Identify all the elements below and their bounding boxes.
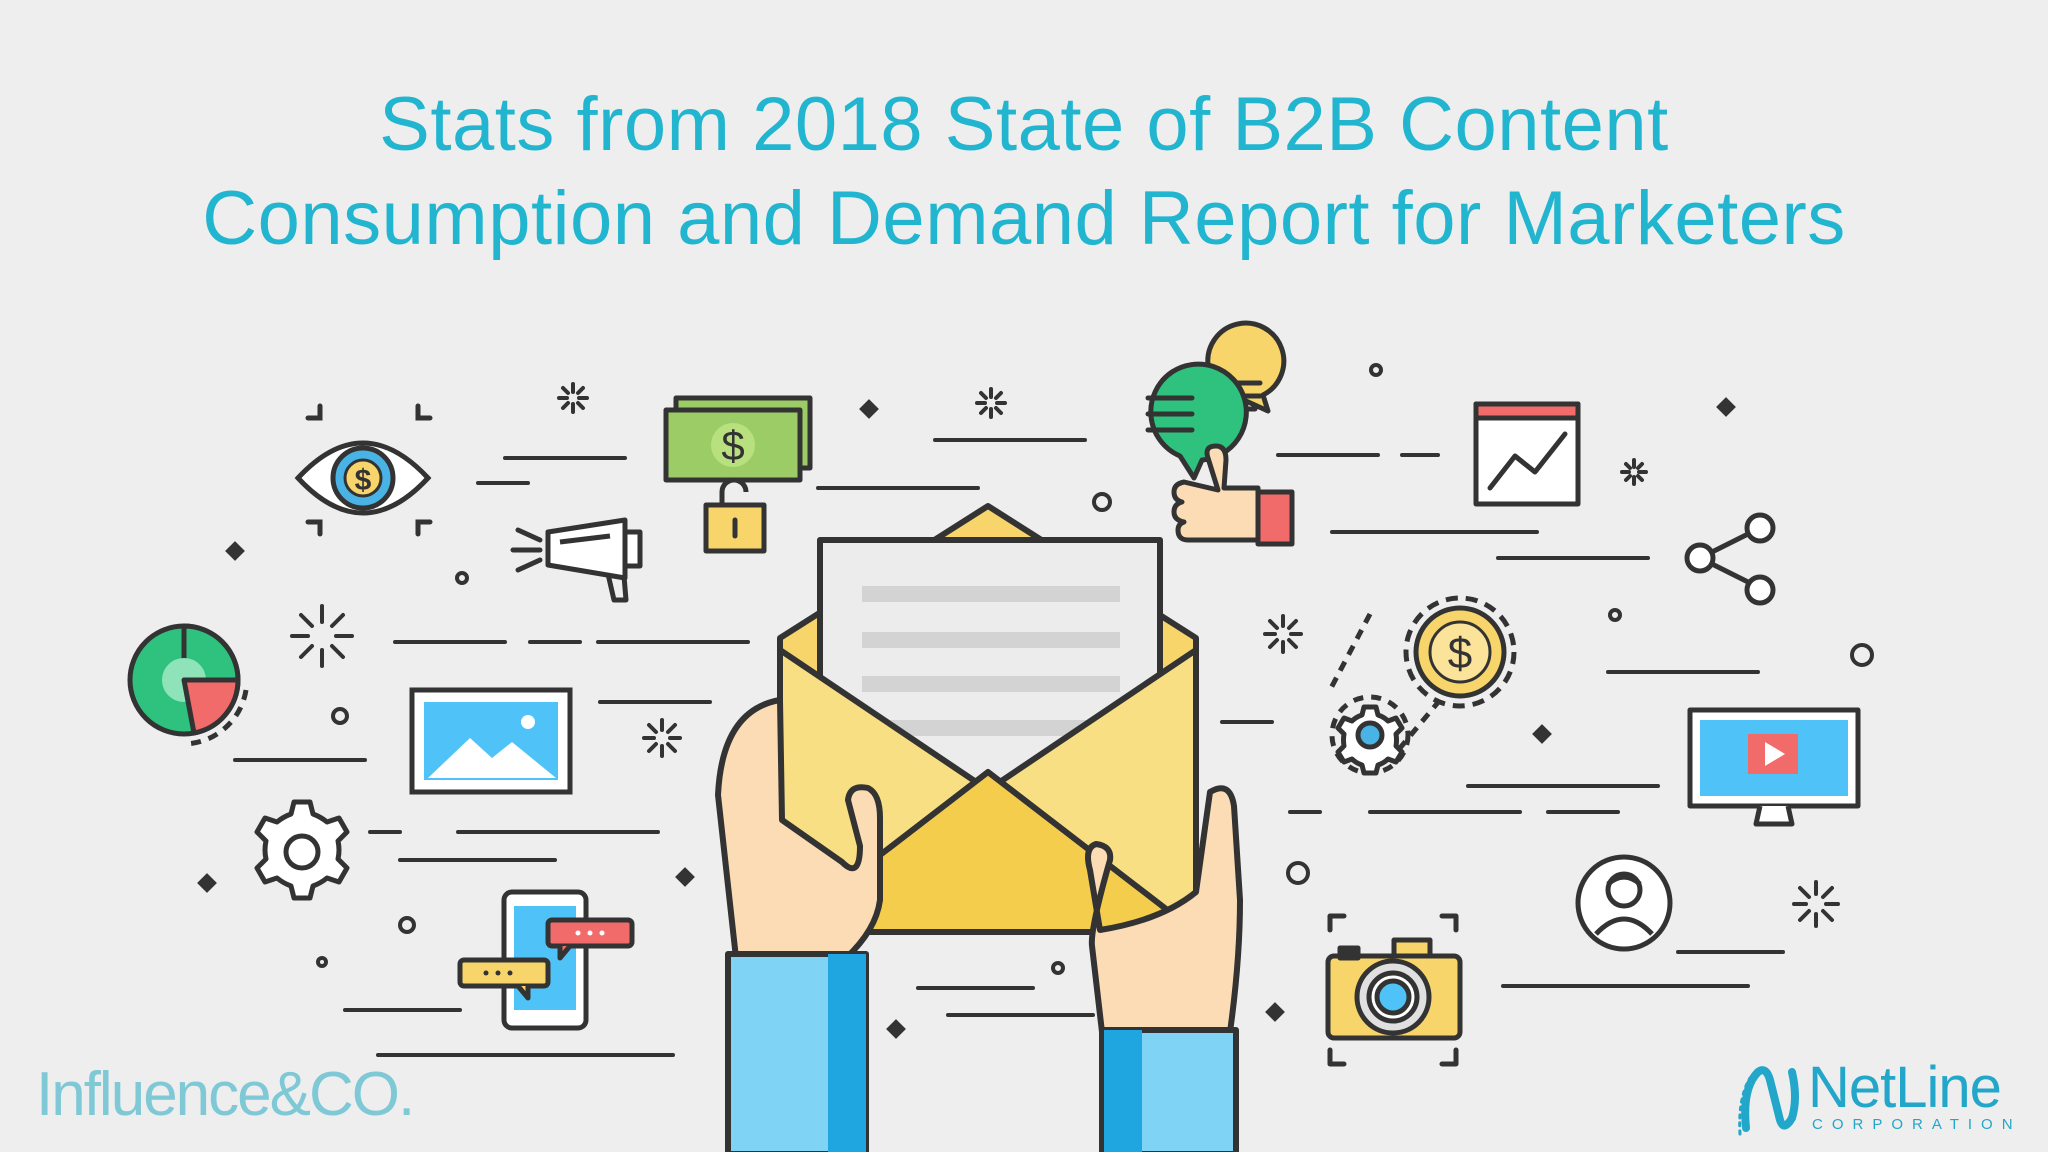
gear-icon (254, 799, 350, 901)
cash-lock-icon: $ (663, 395, 813, 554)
line-chart-icon (1473, 401, 1581, 507)
page-title: Stats from 2018 State of B2B Content Con… (0, 78, 2048, 266)
decorative-dots (316, 363, 1874, 975)
coin-gear-icon: $ (1327, 595, 1517, 776)
hands-icon (715, 697, 1243, 1152)
decorative-diamonds (197, 397, 1736, 1039)
svg-text:$: $ (721, 422, 744, 469)
phone-chat-icon (457, 889, 635, 1031)
share-icon (1684, 512, 1776, 606)
pie-chart-icon (127, 623, 249, 747)
title-line-2: Consumption and Demand Report for Market… (202, 176, 1846, 261)
megaphone-icon (510, 517, 643, 603)
svg-text:$: $ (1448, 629, 1472, 678)
video-monitor-icon (1687, 707, 1861, 827)
user-avatar-icon (1575, 854, 1673, 952)
influence-co-logo: Influence&CO. (36, 1060, 415, 1129)
svg-text:$: $ (355, 464, 372, 497)
netline-name: NetLine (1808, 1055, 2002, 1120)
chat-thumbs-up-icon (1145, 320, 1295, 547)
camera-icon (1325, 913, 1463, 1067)
netline-mark-icon (1738, 1066, 1799, 1136)
eye-dollar-icon: $ (294, 403, 433, 537)
envelope-letter-icon (777, 503, 1199, 935)
sparkles (290, 382, 1840, 928)
decorative-lines (233, 438, 1785, 1057)
netline-subtitle: CORPORATION (1812, 1116, 2022, 1133)
image-icon (409, 687, 573, 795)
netline-logo: NetLine CORPORATION (1736, 1056, 2036, 1146)
title-line-1: Stats from 2018 State of B2B Content (379, 82, 1669, 167)
